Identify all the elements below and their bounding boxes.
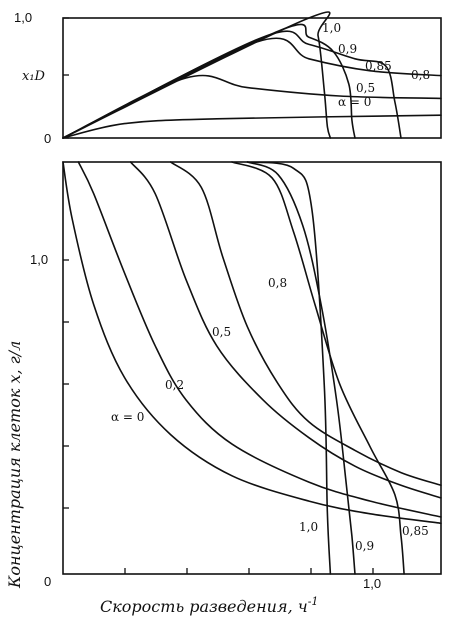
bottom-curve-series-0 xyxy=(62,161,442,525)
bottom-xtick-label-1: 1,0 xyxy=(363,576,381,591)
top-curve-label-0-85: 0,85 xyxy=(365,59,392,73)
bottom-curve-label-0-2: 0,2 xyxy=(165,378,184,392)
top-ytick-label-1: 1,0 xyxy=(14,10,32,25)
bottom-curve-series-0-5 xyxy=(129,161,442,499)
top-curve-label-alpha-0: α = 0 xyxy=(338,95,371,109)
bottom-curve-label-1-0: 1,0 xyxy=(299,520,318,534)
top-curve-series-0-9 xyxy=(62,23,356,139)
bottom-curve-label-0-5: 0,5 xyxy=(212,325,231,339)
bottom-curve-label-alpha-0: α = 0 xyxy=(111,410,144,424)
top-panel-curves xyxy=(62,11,442,139)
top-curve-series-0-5 xyxy=(62,74,442,139)
bottom-xlabel-main: Скорость разведения, ч xyxy=(100,597,308,616)
top-curve-label-0-8: 0,8 xyxy=(411,68,430,82)
bottom-curve-series-0-8 xyxy=(169,161,442,487)
top-ylabel: x₁D xyxy=(22,69,46,84)
bottom-ytick-label-1: 1,0 xyxy=(30,252,48,267)
bottom-curve-series-0-85 xyxy=(231,161,405,575)
top-panel-frame xyxy=(62,17,442,139)
top-curve-series-0 xyxy=(62,114,442,139)
bottom-curve-series-0-2 xyxy=(77,161,442,518)
bottom-curve-label-0-85: 0,85 xyxy=(402,524,429,538)
bottom-panel-curves xyxy=(62,161,442,575)
top-curve-label-0-5: 0,5 xyxy=(356,81,375,95)
bottom-curve-label-0-9: 0,9 xyxy=(355,539,374,553)
top-curve-label-0-9: 0,9 xyxy=(338,42,357,56)
bottom-ylabel: Концентрация клеток x, г/л xyxy=(5,341,24,589)
top-curve-label-1-0: 1,0 xyxy=(322,21,341,35)
bottom-curve-label-0-8: 0,8 xyxy=(268,276,287,290)
top-ytick-label-0: 0 xyxy=(44,131,51,146)
bottom-curve-series-0-9 xyxy=(246,161,356,575)
bottom-xlabel: Скорость разведения, ч-1 xyxy=(100,595,318,616)
bottom-curve-series-1-0 xyxy=(246,161,332,575)
bottom-xlabel-sup: -1 xyxy=(308,595,319,608)
bottom-ytick-label-0: 0 xyxy=(44,574,51,589)
top-curve-series-1-0 xyxy=(62,11,332,139)
